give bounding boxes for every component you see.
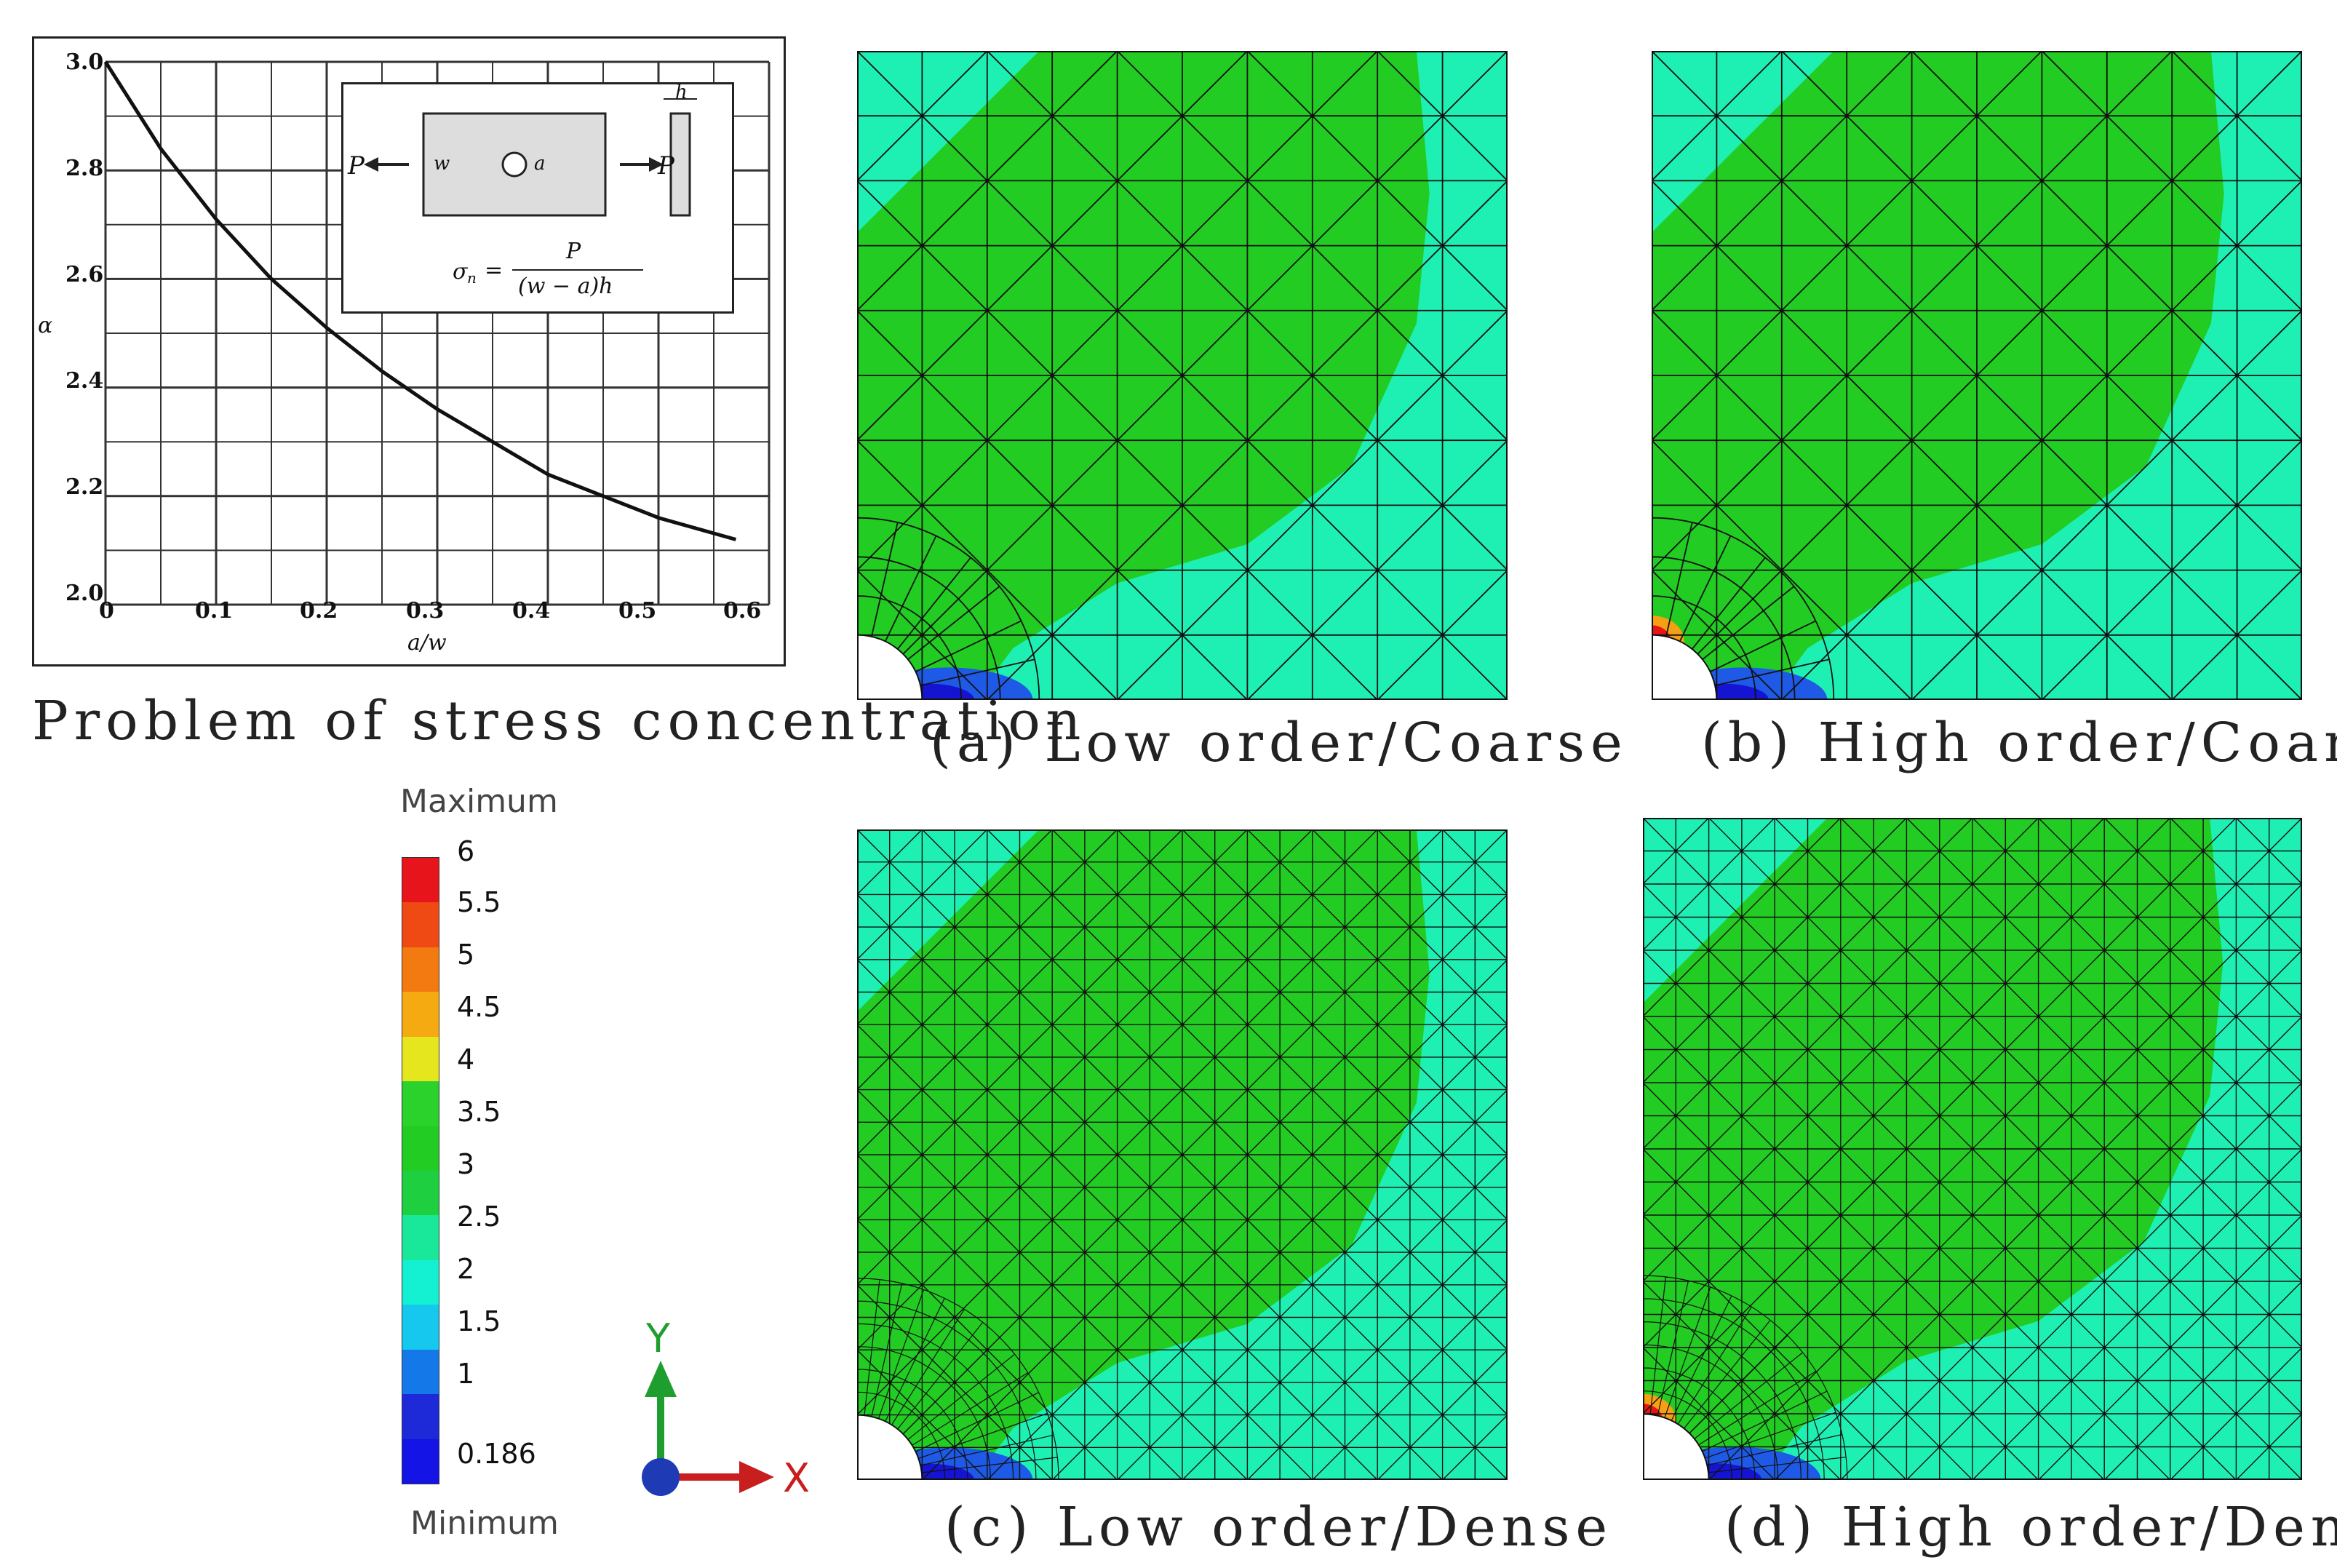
refined-mesh-near-hole	[1643, 1275, 1848, 1480]
finite-element-mesh	[857, 829, 1508, 1480]
legend-value-label: 5	[457, 939, 475, 971]
legend-color-swatch	[402, 1036, 439, 1082]
y-tick-2-4: 2.4	[65, 368, 104, 394]
legend-value-label: 1.5	[457, 1305, 501, 1337]
y-tick-2-8: 2.8	[65, 156, 104, 181]
panel-border	[1652, 51, 2302, 700]
finite-element-mesh	[857, 51, 1508, 700]
y-tick-2-6: 2.6	[65, 262, 104, 287]
refined-mesh-near-hole	[857, 517, 1040, 700]
caption-c: (c) Low order/Dense	[944, 1496, 1614, 1559]
legend-color-swatch	[402, 992, 439, 1038]
formula-denominator: (w − a)h	[518, 274, 613, 299]
hole-cutout	[1643, 1413, 1710, 1480]
triad-x-label: X	[783, 1455, 810, 1501]
legend-value-label: 4.5	[457, 991, 501, 1023]
y-tick-2-0: 2.0	[65, 581, 104, 606]
stress-concentration-curve	[103, 60, 737, 541]
legend-value-label: 5.5	[457, 886, 501, 918]
legend-value-label: 4	[457, 1043, 475, 1075]
legend-value-label: 2.5	[457, 1201, 501, 1233]
formula-subscript: n	[467, 269, 477, 287]
legend-value-label: 1	[457, 1358, 475, 1390]
legend-minimum-label: Minimum	[410, 1505, 559, 1542]
width-symbol-label: w	[434, 153, 450, 175]
finite-element-mesh	[1643, 818, 2302, 1480]
x-axis-label: a/w	[407, 630, 447, 656]
fem-panel-c-low-order-dense	[857, 829, 1508, 1480]
legend-color-swatch	[402, 947, 439, 992]
x-tick-0-6: 0.6	[723, 598, 762, 624]
legend-value-label: 6	[457, 835, 475, 867]
caption-a: (a) Low order/Coarse	[930, 712, 1628, 774]
panel-border	[857, 51, 1508, 700]
x-tick-0-3: 0.3	[406, 598, 445, 624]
legend-color-swatch	[402, 1305, 439, 1350]
y-tick-3-0: 3.0	[65, 49, 104, 75]
graph-inset: P P w a h σ n = P (w − a)h	[341, 81, 734, 314]
x-tick-0: 0	[99, 598, 114, 624]
x-tick-0-1: 0.1	[195, 598, 234, 624]
refined-mesh-near-hole	[1652, 517, 1835, 700]
color-legend-bar	[402, 857, 439, 1484]
legend-value-label: 2	[457, 1253, 475, 1285]
legend-color-swatch	[402, 1215, 439, 1261]
legend-value-label: 0.186	[457, 1438, 536, 1470]
fem-panel-d-high-order-dense	[1643, 818, 2302, 1480]
triad-y-label: Y	[646, 1316, 670, 1361]
legend-color-swatch	[402, 1081, 439, 1126]
refined-mesh-near-hole	[857, 1278, 1059, 1480]
legend-color-swatch	[402, 1259, 439, 1305]
legend-color-swatch	[402, 902, 439, 948]
x-tick-0-2: 0.2	[300, 598, 338, 624]
legend-color-swatch	[402, 858, 439, 903]
formula-lhs: σ	[453, 259, 468, 284]
legend-color-swatch	[402, 1171, 439, 1216]
legend-color-swatch	[402, 1394, 439, 1439]
fem-panel-a-low-order-coarse	[857, 51, 1508, 700]
x-tick-0-5: 0.5	[618, 598, 657, 624]
caption-main: Problem of stress concentration	[32, 690, 1087, 752]
formula-equals: =	[485, 258, 503, 283]
formula-fraction-bar	[512, 269, 643, 271]
legend-maximum-label: Maximum	[400, 783, 558, 820]
load-left-label: P	[348, 151, 365, 180]
xy-axis-triad	[642, 1361, 774, 1496]
legend-color-swatch	[402, 1349, 439, 1395]
thickness-symbol-label: h	[675, 81, 688, 103]
legend-value-label: 3	[457, 1148, 475, 1180]
formula-numerator: P	[566, 239, 581, 264]
legend-color-swatch	[402, 1438, 439, 1484]
finite-element-mesh	[1652, 51, 2302, 700]
legend-value-label: 3.5	[457, 1096, 501, 1128]
load-right-label: P	[658, 151, 674, 180]
hole-symbol-label: a	[534, 153, 546, 175]
y-tick-2-2: 2.2	[65, 474, 104, 500]
caption-d: (d) High order/Dense	[1724, 1496, 2337, 1559]
nominal-stress-formula: σ n = P (w − a)h	[453, 239, 714, 304]
legend-color-swatch	[402, 1126, 439, 1171]
fem-panel-b-high-order-coarse	[1652, 51, 2302, 700]
stress-concentration-graph: P P w a h σ n = P (w − a)h	[32, 36, 786, 666]
y-axis-label: α	[38, 313, 53, 338]
caption-b: (b) High order/Coarse	[1701, 712, 2337, 774]
x-tick-0-4: 0.4	[512, 598, 551, 624]
plate-with-hole-diagram	[364, 98, 697, 217]
panel-border	[1643, 818, 2302, 1480]
panel-border	[857, 829, 1508, 1480]
